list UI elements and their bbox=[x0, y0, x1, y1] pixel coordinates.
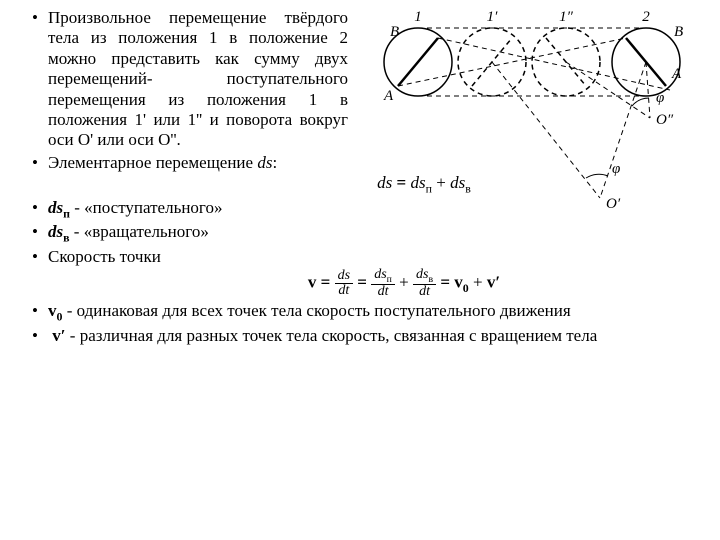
f1-dsp: ds bbox=[410, 173, 425, 192]
bullet-1-text: Произвольное перемещение твёрдого тела и… bbox=[48, 8, 348, 151]
formula-v: v = dsdt = dsпdt + dsвdt = v0 + v′ bbox=[108, 268, 700, 300]
f2-eq2: = bbox=[353, 272, 371, 291]
top-section: 1 1′ 1″ 2 B B A A O″ O′ φ φ Произвольное… bbox=[20, 8, 700, 346]
b3-sub: п bbox=[63, 206, 70, 220]
bullet-7: v′ - различная для разных точек тела ско… bbox=[20, 326, 700, 346]
b4-text: - «вращательного» bbox=[70, 222, 209, 241]
f2-dt3: dt bbox=[413, 285, 436, 299]
f2-eq3: = bbox=[436, 272, 454, 291]
bullet-list: Произвольное перемещение твёрдого тела и… bbox=[20, 8, 700, 346]
f2-plus2: + bbox=[469, 272, 487, 291]
f2-vprime: v′ bbox=[487, 272, 500, 291]
b7-text: - различная для разных точек тела скорос… bbox=[66, 326, 598, 345]
f2-v0: v bbox=[454, 272, 463, 291]
b4-sym: ds bbox=[48, 222, 63, 241]
f2-plus: + bbox=[395, 272, 413, 291]
bullet-4: dsв - «вращательного» bbox=[20, 222, 700, 245]
f1-plus: + bbox=[432, 173, 450, 192]
b3-sym: ds bbox=[48, 198, 63, 217]
f1-lhs: ds bbox=[377, 173, 392, 192]
f1-dsv: ds bbox=[450, 173, 465, 192]
b6-text: - одинаковая для всех точек тела скорост… bbox=[62, 301, 570, 320]
b3-text: - «поступательного» bbox=[70, 198, 223, 217]
bullet-6: v0 - одинаковая для всех точек тела скор… bbox=[20, 301, 700, 324]
ds-symbol: ds bbox=[257, 153, 272, 172]
b5-text: Скорость точки bbox=[48, 247, 161, 266]
f2-dt1: dt bbox=[335, 284, 353, 298]
f2-dt2: dt bbox=[371, 285, 395, 299]
bullet-2: Элементарное перемещение ds: ds = dsп + … bbox=[20, 153, 700, 196]
b6-sym: v bbox=[48, 301, 57, 320]
f1-subv: в bbox=[465, 182, 471, 196]
f2-eq1: = bbox=[316, 272, 334, 291]
f2-dsv: ds bbox=[416, 267, 428, 282]
f2-ds: ds bbox=[335, 269, 353, 284]
bullet-2-colon: : bbox=[272, 153, 277, 172]
formula-ds: ds = dsп + dsв bbox=[148, 173, 700, 196]
f2-subp: п bbox=[387, 273, 392, 284]
bullet-2-prefix: Элементарное перемещение bbox=[48, 153, 257, 172]
f2-subv: в bbox=[428, 273, 433, 284]
f2-dsp: ds bbox=[374, 267, 386, 282]
bullet-1: Произвольное перемещение твёрдого тела и… bbox=[20, 8, 700, 151]
f1-eq: = bbox=[392, 173, 410, 192]
bullet-5: Скорость точки v = dsdt = dsпdt + dsвdt … bbox=[20, 247, 700, 299]
bullet-3: dsп - «поступательного» bbox=[20, 198, 700, 221]
b7-sym: v′ bbox=[52, 326, 65, 345]
